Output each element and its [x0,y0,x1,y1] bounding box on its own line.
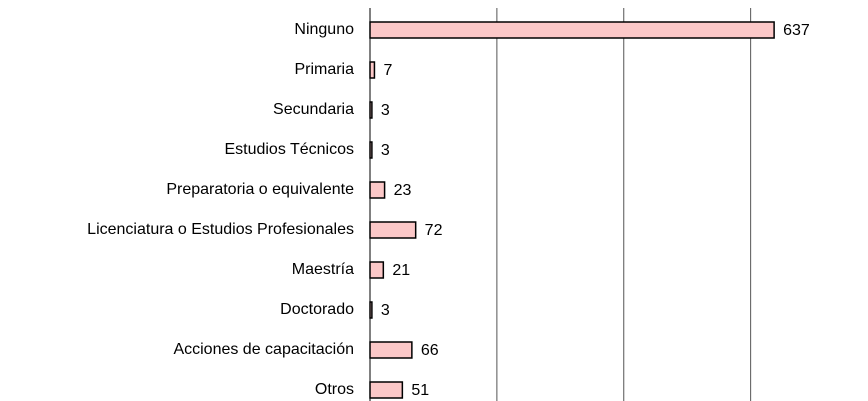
value-label-bg [389,179,416,202]
value-label: 3 [381,142,390,159]
y-tick-label: Maestría [292,261,354,278]
y-tick-label: Acciones de capacitación [173,341,354,358]
y-tick-label: Primaria [294,61,354,78]
y-tick-label: Secundaria [273,101,354,118]
y-tick-label: Ninguno [294,21,354,38]
bar [369,301,373,319]
value-label-bg [376,99,394,122]
value-label: 72 [425,222,443,239]
value-label-bg [379,59,397,82]
y-tick-label: Estudios Técnicos [224,141,354,158]
y-tick-label: Preparatoria o equivalente [166,181,354,198]
bar [369,381,404,399]
bar [369,61,376,79]
y-tick-label: Doctorado [280,301,354,318]
y-tick-label: Licenciatura o Estudios Profesionales [87,221,354,238]
value-label: 51 [411,382,429,399]
value-label-bg [407,379,434,401]
bar [369,221,417,239]
bar [369,101,373,119]
value-label: 21 [392,262,410,279]
value-label-bg [416,339,443,362]
value-label: 23 [394,182,412,199]
value-label: 7 [383,62,392,79]
y-tick-label: Otros [315,381,354,398]
bar [369,21,775,39]
value-label: 66 [421,342,439,359]
value-label-bg [420,219,447,242]
value-label-bg [779,19,814,42]
bar [369,261,385,279]
value-label: 637 [783,22,810,39]
value-label-bg [376,299,394,322]
value-label: 3 [381,102,390,119]
value-label-bg [376,139,394,162]
bar [369,181,386,199]
bar [369,341,413,359]
value-label-bg [388,259,415,282]
bar [369,141,373,159]
value-label: 3 [381,302,390,319]
